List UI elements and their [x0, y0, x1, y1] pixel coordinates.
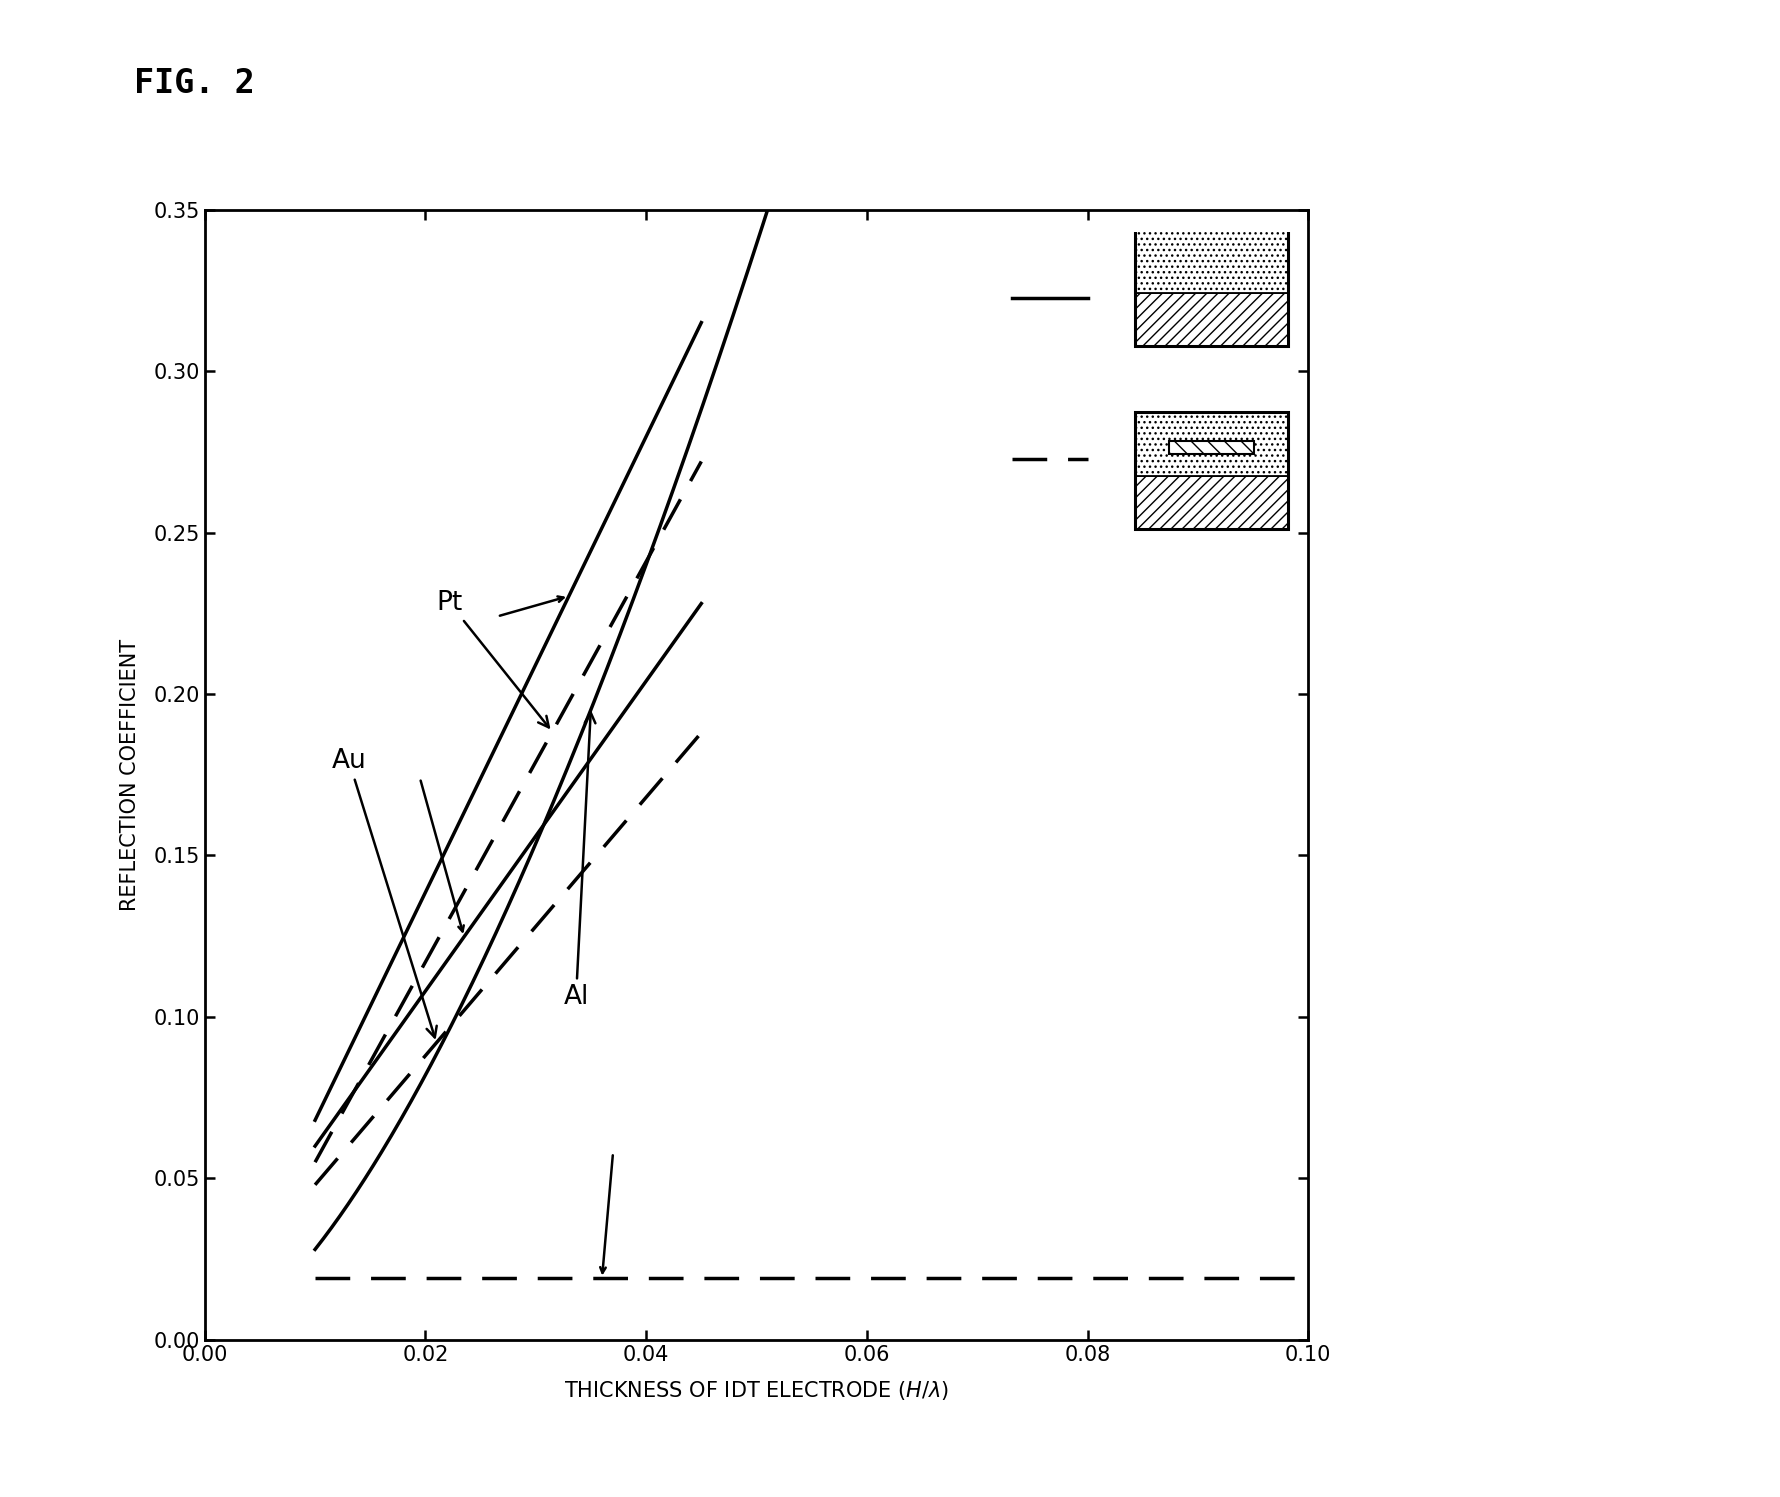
Text: Al: Al [562, 713, 595, 1010]
FancyBboxPatch shape [1136, 229, 1287, 293]
FancyBboxPatch shape [1136, 412, 1287, 476]
FancyBboxPatch shape [1136, 293, 1287, 346]
Text: FIG. 2: FIG. 2 [134, 67, 255, 100]
Text: Au: Au [331, 748, 436, 1037]
FancyBboxPatch shape [1168, 440, 1255, 454]
FancyBboxPatch shape [1193, 208, 1235, 222]
FancyBboxPatch shape [1136, 476, 1287, 528]
FancyBboxPatch shape [1185, 202, 1244, 229]
X-axis label: THICKNESS OF IDT ELECTRODE $(H / \lambda)$: THICKNESS OF IDT ELECTRODE $(H / \lambda… [564, 1379, 949, 1401]
Y-axis label: REFLECTION COEFFICIENT: REFLECTION COEFFICIENT [119, 639, 139, 910]
Text: Pt: Pt [436, 590, 548, 728]
